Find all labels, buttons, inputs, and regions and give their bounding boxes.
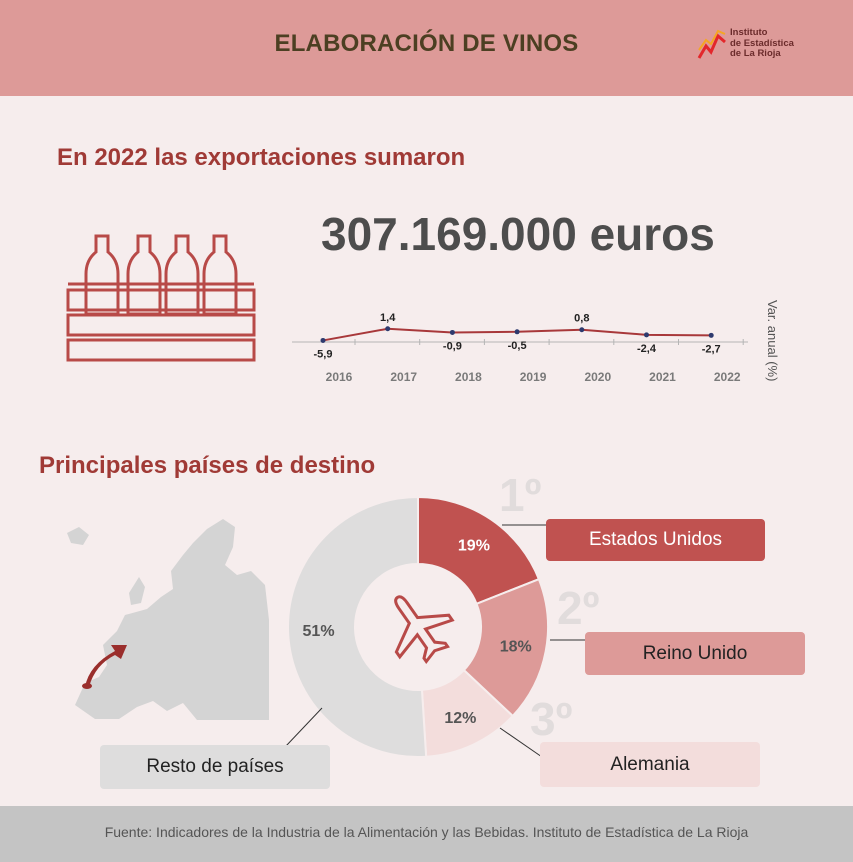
rank-1: 1º	[499, 469, 542, 521]
data-point	[708, 332, 714, 338]
x-tick-label: 2020	[584, 370, 611, 384]
data-point	[644, 332, 649, 338]
data-label: 1,4	[380, 312, 396, 324]
destinations-heading: Principales países de destino	[39, 452, 376, 479]
data-label: -0,5	[508, 340, 527, 352]
source-note: Fuente: Indicadores de la Industria de l…	[104, 824, 749, 840]
slice-percent-label: 12%	[444, 710, 476, 727]
x-tick-label: 2017	[390, 370, 417, 384]
data-label: -5,9	[314, 348, 333, 360]
data-point	[449, 329, 455, 335]
europe-landmass	[75, 519, 269, 720]
x-tick-label: 2021	[649, 370, 676, 384]
footer: Fuente: Indicadores de la Industria de l…	[0, 806, 853, 862]
british-isles-shape	[129, 577, 145, 605]
x-tick-label: 2019	[520, 370, 547, 384]
export-arrow-icon	[85, 645, 127, 687]
rest-badge: Resto de países	[100, 745, 330, 789]
airplane-icon	[394, 595, 455, 665]
y-axis-label: Var. anual (%)	[765, 300, 780, 381]
donut-slice	[420, 668, 515, 758]
header-banner	[0, 0, 853, 96]
data-label: 0,8	[574, 313, 589, 325]
slice-percent-label: 18%	[500, 639, 532, 656]
x-tick-label: 2022	[714, 370, 741, 384]
leader-line-rest	[285, 707, 323, 747]
country-badge-3: Alemania	[540, 742, 760, 787]
rank-3: 3º	[530, 693, 573, 745]
page-title: ELABORACIÓN DE VINOS	[274, 30, 579, 57]
la-rioja-marker	[82, 683, 92, 689]
country-badge-1: Estados Unidos	[546, 519, 765, 561]
data-point	[320, 337, 326, 343]
iceland-shape	[67, 527, 89, 545]
institute-logo: Instituto de Estadística de La Rioja	[697, 27, 817, 68]
slice-percent-label: 19%	[458, 538, 490, 555]
country-badge-2: Reino Unido	[585, 632, 805, 675]
data-point	[579, 327, 585, 333]
wine-crate-icon	[66, 234, 256, 362]
slice-percent-label: 51%	[303, 623, 335, 640]
annual-variation-chart: -5,9 1,4 -0,9 -0,5 0,8 -2,4 -2,7 2016 2017 2018 2…	[292, 300, 780, 384]
data-label: -2,7	[702, 343, 721, 355]
exports-heading: En 2022 las exportaciones sumaron	[57, 144, 466, 171]
donut-slice	[287, 495, 428, 758]
data-label: -0,9	[443, 340, 462, 352]
logo-text: Instituto de Estadística de La Rioja	[730, 27, 794, 59]
donut-hole	[355, 564, 481, 690]
data-label: -2,4	[637, 343, 657, 355]
x-tick-label: 2018	[455, 370, 482, 384]
x-tick-label: 2016	[326, 370, 353, 384]
data-point	[514, 329, 520, 335]
europe-map	[67, 519, 269, 720]
logo-chart-icon	[697, 29, 726, 59]
data-point	[385, 326, 391, 332]
rank-2: 2º	[557, 582, 600, 634]
export-amount: 307.169.000 euros	[321, 208, 715, 260]
